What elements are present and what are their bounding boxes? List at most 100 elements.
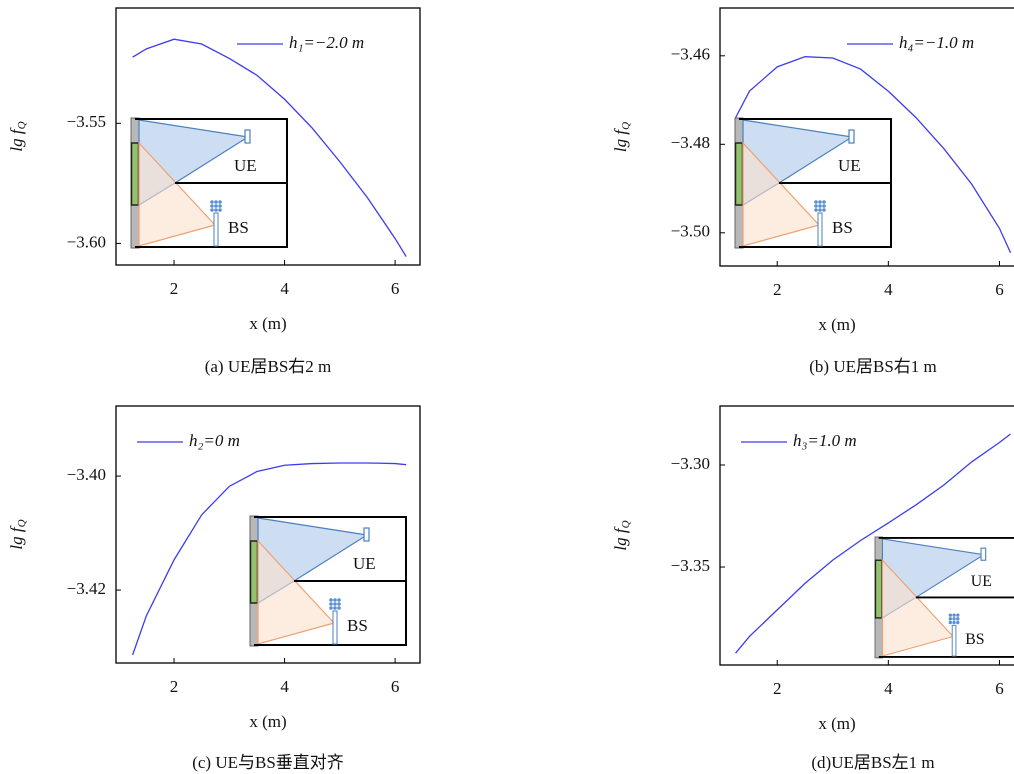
y-axis-label-main: lg f xyxy=(7,525,26,549)
bs-element xyxy=(956,621,959,624)
bs-element xyxy=(956,613,959,616)
ue-icon xyxy=(849,130,854,143)
y-axis-label: lg fQ xyxy=(7,121,28,151)
y-axis-label-main: lg f xyxy=(7,127,26,151)
x-axis-label: x (m) xyxy=(818,714,855,733)
bs-element xyxy=(814,208,818,212)
inset-diagram: UE BS xyxy=(250,516,406,646)
inset-label: UE xyxy=(234,156,257,175)
bs-element xyxy=(949,621,952,624)
bs-element xyxy=(329,602,333,606)
y-tick-label: −3.48 xyxy=(671,133,710,152)
bs-element xyxy=(214,204,218,208)
bs-element xyxy=(333,598,337,602)
y-axis-label-sub: Q xyxy=(16,519,28,527)
panel xyxy=(251,541,258,603)
bs-element xyxy=(210,200,214,204)
x-tick-label: 6 xyxy=(995,679,1004,698)
bs-element xyxy=(822,208,826,212)
bs-element xyxy=(822,204,826,208)
bs-element xyxy=(814,204,818,208)
bs-element xyxy=(822,200,826,204)
bs-pole xyxy=(818,213,822,246)
bs-element xyxy=(814,200,818,204)
inset-label: BS xyxy=(228,218,249,237)
inset-label: UE xyxy=(971,573,992,590)
bs-element xyxy=(214,200,218,204)
y-tick-label: −3.55 xyxy=(67,112,106,131)
bs-element xyxy=(952,613,955,616)
legend-label: h₄=−1.0 m xyxy=(899,33,974,52)
axes-frame xyxy=(720,406,1014,665)
inset-label: UE xyxy=(353,554,376,573)
x-tick-label: 2 xyxy=(170,677,179,696)
bs-element xyxy=(214,208,218,212)
bs-element xyxy=(218,200,222,204)
x-tick-label: 6 xyxy=(391,279,400,298)
legend-label: h₁=−2.0 m xyxy=(289,33,364,52)
y-tick-label: −3.60 xyxy=(67,232,106,251)
y-tick-label: −3.30 xyxy=(671,454,710,473)
ue-icon xyxy=(981,548,986,560)
y-tick-label: −3.46 xyxy=(671,45,710,64)
bs-element xyxy=(337,606,341,610)
y-tick-label: −3.40 xyxy=(67,465,106,484)
inset-diagram: UE BS xyxy=(131,118,287,248)
x-tick-label: 4 xyxy=(884,679,893,698)
bs-element xyxy=(210,208,214,212)
figure: 246−3.55−3.60x (m)lg fQ(a) UE居BS右2 mh₁=−… xyxy=(0,0,1014,774)
panel xyxy=(132,143,139,205)
x-tick-label: 6 xyxy=(391,677,400,696)
x-tick-label: 2 xyxy=(773,679,782,698)
panel xyxy=(736,143,743,205)
y-tick-label: −3.42 xyxy=(67,579,106,598)
y-axis-label-main: lg f xyxy=(611,128,630,152)
y-axis-label-sub: Q xyxy=(620,520,632,528)
inset-label: BS xyxy=(965,631,984,648)
x-tick-label: 4 xyxy=(884,280,893,299)
x-tick-label: 6 xyxy=(995,280,1004,299)
y-tick-label: −3.35 xyxy=(671,556,710,575)
x-tick-label: 2 xyxy=(773,280,782,299)
x-tick-label: 4 xyxy=(280,279,289,298)
data-line xyxy=(736,434,1011,653)
bs-element xyxy=(218,208,222,212)
bs-element xyxy=(337,598,341,602)
y-axis-label-sub: Q xyxy=(620,122,632,130)
bs-element xyxy=(949,617,952,620)
legend-label: h₂=0 m xyxy=(189,431,240,450)
bs-element xyxy=(329,598,333,602)
panel xyxy=(875,560,882,618)
y-axis-label-sub: Q xyxy=(16,121,28,129)
bs-element xyxy=(949,613,952,616)
bs-element xyxy=(218,204,222,208)
page: 246−3.55−3.60x (m)lg fQ(a) UE居BS右2 mh₁=−… xyxy=(0,0,1014,774)
bs-element xyxy=(956,617,959,620)
bs-pole xyxy=(952,625,956,656)
bs-element xyxy=(210,204,214,208)
inset-label: BS xyxy=(832,218,853,237)
x-axis-label: x (m) xyxy=(249,712,286,731)
y-axis-label-main: lg f xyxy=(611,526,630,550)
bs-element xyxy=(952,617,955,620)
y-axis-label: lg fQ xyxy=(611,520,632,550)
y-axis-label: lg fQ xyxy=(7,519,28,549)
bs-element xyxy=(333,602,337,606)
x-axis-label: x (m) xyxy=(818,315,855,334)
bs-element xyxy=(952,621,955,624)
bs-pole xyxy=(333,611,337,644)
inset-diagram: UE BS xyxy=(875,537,1014,658)
bs-element xyxy=(333,606,337,610)
inset-label: BS xyxy=(347,616,368,635)
bs-element xyxy=(818,208,822,212)
y-tick-label: −3.50 xyxy=(671,222,710,241)
x-axis-label: x (m) xyxy=(249,314,286,333)
ue-icon xyxy=(364,528,369,541)
y-axis-label: lg fQ xyxy=(611,122,632,152)
bs-pole xyxy=(214,213,218,246)
ue-icon xyxy=(245,130,250,143)
bs-element xyxy=(329,606,333,610)
caption: (b) UE居BS右1 m xyxy=(809,357,937,376)
caption: (d)UE居BS左1 m xyxy=(811,753,934,772)
